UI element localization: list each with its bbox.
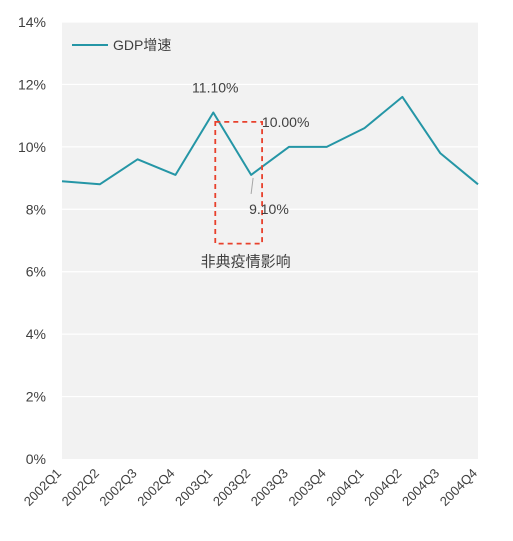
series-line — [61, 95, 479, 186]
y-tick-label: 0% — [26, 451, 46, 467]
grid-lines — [62, 21, 478, 398]
plot-area — [62, 22, 478, 459]
x-tick-label: 2002Q4 — [134, 466, 177, 509]
data-label: 9.10% — [249, 201, 289, 217]
y-tick-label: 12% — [18, 76, 46, 92]
x-tick-label: 2004Q1 — [323, 466, 366, 509]
x-axis-ticks: 2002Q12002Q22002Q32002Q42003Q12003Q22003… — [21, 466, 480, 509]
annotation-box — [214, 120, 263, 245]
y-tick-label: 4% — [26, 326, 46, 342]
x-tick-label: 2004Q2 — [361, 466, 404, 509]
annotation: 非典疫情影响 — [201, 120, 291, 271]
legend: GDP增速 — [72, 37, 171, 53]
data-labels: 11.10% 9.10% 10.00% — [192, 80, 309, 217]
x-tick-label: 2003Q3 — [248, 466, 291, 509]
x-tick-label: 2003Q2 — [210, 466, 253, 509]
y-tick-label: 14% — [18, 14, 46, 30]
data-label-leader-line — [250, 177, 254, 195]
y-tick-label: 10% — [18, 139, 46, 155]
series-lines — [61, 95, 479, 186]
data-label: 10.00% — [262, 114, 309, 130]
x-tick-label: 2004Q3 — [399, 466, 442, 509]
x-tick-label: 2003Q4 — [286, 466, 329, 509]
y-tick-label: 6% — [26, 264, 46, 280]
annotation-label: 非典疫情影响 — [201, 254, 291, 271]
y-axis-ticks: 0% 2% 4% 6% 8% 10% 12% 14% — [18, 14, 46, 467]
x-tick-label: 2002Q3 — [96, 466, 139, 509]
x-tick-label: 2004Q4 — [437, 466, 480, 509]
x-tick-label: 2002Q1 — [21, 466, 64, 509]
data-label: 11.10% — [192, 80, 238, 96]
x-tick-label: 2002Q2 — [59, 466, 102, 509]
y-tick-label: 2% — [26, 389, 46, 405]
legend-label: GDP增速 — [113, 37, 171, 53]
x-tick-label: 2003Q1 — [172, 466, 215, 509]
y-tick-label: 8% — [26, 201, 46, 217]
